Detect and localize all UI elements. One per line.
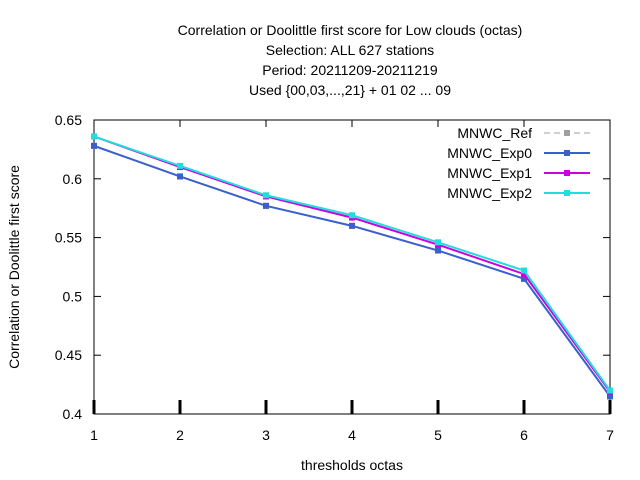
data-point bbox=[607, 393, 613, 400]
legend: MNWC_Ref MNWC_Exp0 MNWC_Exp1 MNWC_Exp2 bbox=[447, 125, 590, 201]
y-tick-label: 0.55 bbox=[55, 230, 82, 246]
chart-title-line: Period: 20211209-20211219 bbox=[262, 62, 438, 78]
data-point bbox=[177, 162, 183, 169]
data-point bbox=[263, 202, 269, 209]
legend-label: MNWC_Exp1 bbox=[447, 165, 532, 181]
x-tick-label: 7 bbox=[606, 427, 614, 443]
data-point bbox=[435, 247, 441, 254]
series-mnwc-ref bbox=[91, 142, 613, 400]
legend-marker bbox=[564, 170, 570, 176]
series-line bbox=[93, 145, 611, 397]
legend-marker bbox=[564, 130, 570, 136]
legend-label: MNWC_Exp2 bbox=[447, 185, 532, 201]
y-tick-label: 0.6 bbox=[63, 171, 83, 187]
x-axis: 1 2 3 4 5 6 7 bbox=[90, 120, 614, 443]
chart-title-line: Used {00,03,...,21} + 01 02 ... 09 bbox=[249, 82, 451, 98]
x-tick-label: 4 bbox=[348, 427, 356, 443]
legend-label: MNWC_Exp0 bbox=[447, 145, 532, 161]
x-tick-label: 3 bbox=[262, 427, 270, 443]
data-point bbox=[91, 133, 97, 140]
y-tick-label: 0.65 bbox=[55, 112, 82, 128]
x-tick-label: 2 bbox=[176, 427, 184, 443]
y-tick-label: 0.5 bbox=[63, 288, 83, 304]
data-point bbox=[521, 275, 527, 282]
series-line bbox=[93, 135, 611, 392]
chart-title: Correlation or Doolittle first score for… bbox=[178, 22, 523, 98]
x-tick-label: 1 bbox=[90, 427, 98, 443]
series-line bbox=[93, 135, 611, 393]
data-point bbox=[607, 387, 613, 394]
data-point bbox=[349, 212, 355, 219]
legend-marker bbox=[564, 190, 570, 196]
data-point bbox=[349, 222, 355, 229]
x-tick-label: 5 bbox=[434, 427, 442, 443]
y-tick-label: 0.4 bbox=[63, 406, 83, 422]
data-point bbox=[263, 192, 269, 199]
data-point bbox=[521, 271, 527, 278]
data-point bbox=[435, 239, 441, 246]
y-tick-label: 0.45 bbox=[55, 347, 82, 363]
chart-title-line: Selection: ALL 627 stations bbox=[266, 42, 434, 58]
legend-label: MNWC_Ref bbox=[457, 125, 532, 141]
y-axis: 0.4 0.45 0.5 0.55 0.6 0.65 bbox=[55, 112, 610, 422]
legend-marker bbox=[564, 150, 570, 156]
data-point bbox=[521, 267, 527, 274]
series-mnwc-exp0 bbox=[91, 142, 613, 400]
y-axis-label: Correlation or Doolittle first score bbox=[6, 165, 22, 369]
data-point bbox=[177, 173, 183, 180]
x-tick-label: 6 bbox=[520, 427, 528, 443]
chart-title-line: Correlation or Doolittle first score for… bbox=[178, 22, 523, 38]
series-line bbox=[93, 144, 611, 397]
x-axis-label: thresholds octas bbox=[301, 457, 403, 473]
data-point bbox=[91, 142, 97, 149]
series-mnwc-exp2 bbox=[91, 133, 613, 394]
series-group bbox=[91, 133, 613, 400]
